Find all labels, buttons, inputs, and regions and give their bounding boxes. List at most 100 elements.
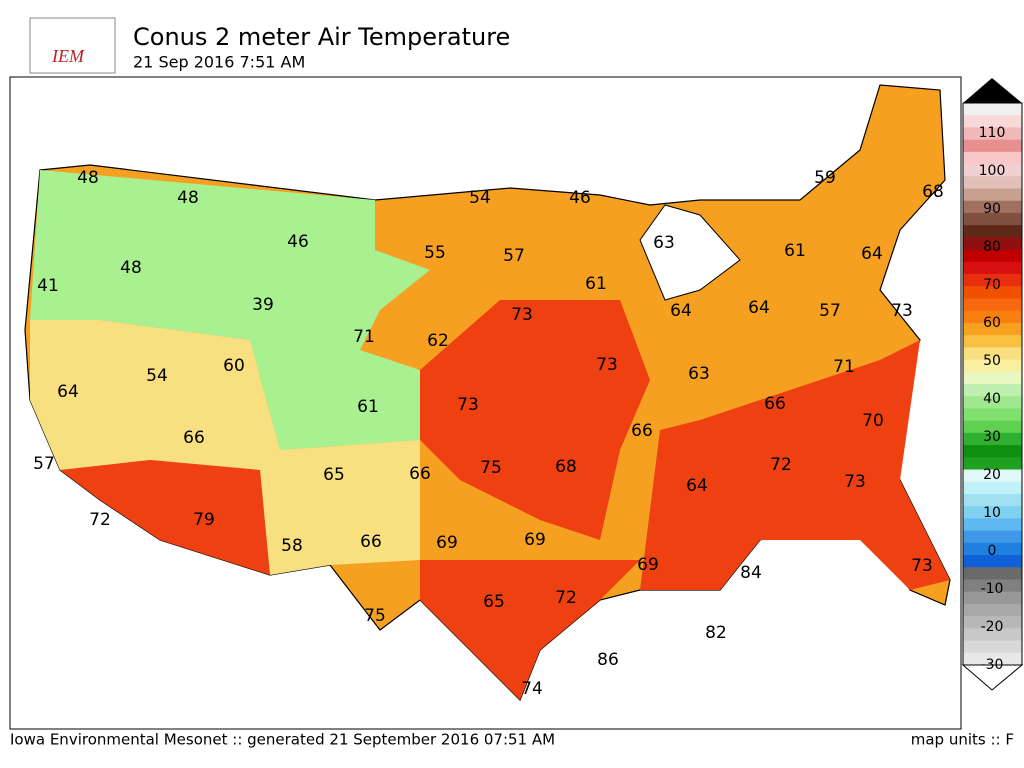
colorbar-band [963,640,1022,654]
footer-left: Iowa Environmental Mesonet :: generated … [10,731,555,749]
colorbar-band [963,493,1022,507]
colorbar-band [963,469,1022,483]
colorbar-band [963,310,1022,324]
colorbar-band [963,432,1022,446]
station-value: 65 [483,592,505,612]
colorbar-band [963,225,1022,238]
station-value: 58 [281,536,303,556]
colorbar-band [963,139,1022,153]
station-value: 61 [357,397,379,417]
station-value: 73 [911,556,933,576]
hot-zone [420,300,650,540]
station-value: 71 [833,357,855,377]
colorbar-band [963,335,1022,348]
colorbar-band [963,542,1022,556]
colorbar-band [963,384,1022,397]
colorbar-band [963,506,1022,519]
station-value: 72 [555,588,577,608]
colorbar-band [963,579,1022,593]
station-value: 74 [521,679,543,699]
station-value: 63 [688,364,710,384]
colorbar-band [963,212,1022,226]
colorbar-label: 80 [983,239,1001,255]
station-value: 48 [77,168,99,188]
station-value: 73 [457,395,479,415]
colorbar-label: 90 [983,201,1001,217]
colorbar-band [963,518,1022,532]
station-value: 64 [57,382,79,402]
station-value: 79 [193,510,215,530]
station-value: 57 [819,301,841,321]
station-value: 66 [360,532,382,552]
colorbar-label: 20 [983,467,1001,483]
station-value: 64 [686,476,708,496]
station-value: 71 [353,327,375,347]
colorbar-band [963,371,1022,385]
colorbar-band [963,603,1022,617]
station-value: 64 [861,244,883,264]
hot-zone [60,460,270,575]
colorbar-band [963,127,1022,141]
station-value: 65 [323,465,345,485]
station-value: 73 [844,472,866,492]
colorbar-label: 0 [988,543,997,559]
station-value: 69 [637,555,659,575]
station-value: 66 [631,421,653,441]
colorbar-band [963,347,1022,361]
logo: IEM [51,46,85,66]
logo-box [29,17,116,74]
colorbar-band [963,567,1022,580]
station-value: 69 [436,533,458,553]
colorbar-band [963,555,1022,568]
station-value: 66 [409,464,431,484]
colorbar-label: -30 [981,657,1004,673]
colorbar-band [963,151,1022,165]
colorbar-band [963,628,1022,642]
station-value: 61 [784,241,806,261]
station-value: 60 [223,356,245,376]
station-value: 68 [922,182,944,202]
colorbar-band [963,237,1022,251]
colorbar-frame [962,102,1023,666]
colorbar-band [963,200,1022,214]
station-value: 72 [89,510,111,530]
station-value: 73 [511,305,533,325]
colorbar-label: 110 [979,125,1006,141]
station-value: 66 [764,394,786,414]
station-value: 66 [183,428,205,448]
station-value: 72 [770,455,792,475]
station-value: 84 [740,563,762,583]
subtitle: 21 Sep 2016 7:51 AM [133,53,305,72]
colorbar-band [963,396,1022,409]
station-value: 69 [524,530,546,550]
colorbar-band [963,530,1022,544]
station-value: 46 [569,188,591,208]
colorbar-band [963,322,1022,336]
colorbar-band [963,103,1022,116]
colorbar-label: 50 [983,353,1001,369]
station-value: 75 [364,606,386,626]
colorbar-label: 70 [983,277,1001,293]
station-value: 64 [748,298,770,318]
colorbar-band [963,457,1022,471]
station-value: 82 [705,623,727,643]
colorbar-label: 40 [983,391,1001,407]
title: Conus 2 meter Air Temperature [133,23,510,51]
station-value: 86 [597,650,619,670]
colorbar-band [963,445,1022,458]
station-value: 39 [252,295,274,315]
colorbar-label: 10 [983,505,1001,521]
station-value: 62 [427,331,449,351]
colorbar-label: 60 [983,315,1001,331]
station-value: 59 [814,168,836,188]
footer-right: map units :: F [911,731,1014,749]
colorbar-band [963,261,1022,275]
colorbar-band [963,115,1022,128]
station-value: 41 [37,276,59,296]
colorbar-band [963,591,1022,605]
station-value: 75 [480,458,502,478]
station-value: 68 [555,457,577,477]
station-value: 64 [670,301,692,321]
colorbar-label: -10 [981,581,1004,597]
